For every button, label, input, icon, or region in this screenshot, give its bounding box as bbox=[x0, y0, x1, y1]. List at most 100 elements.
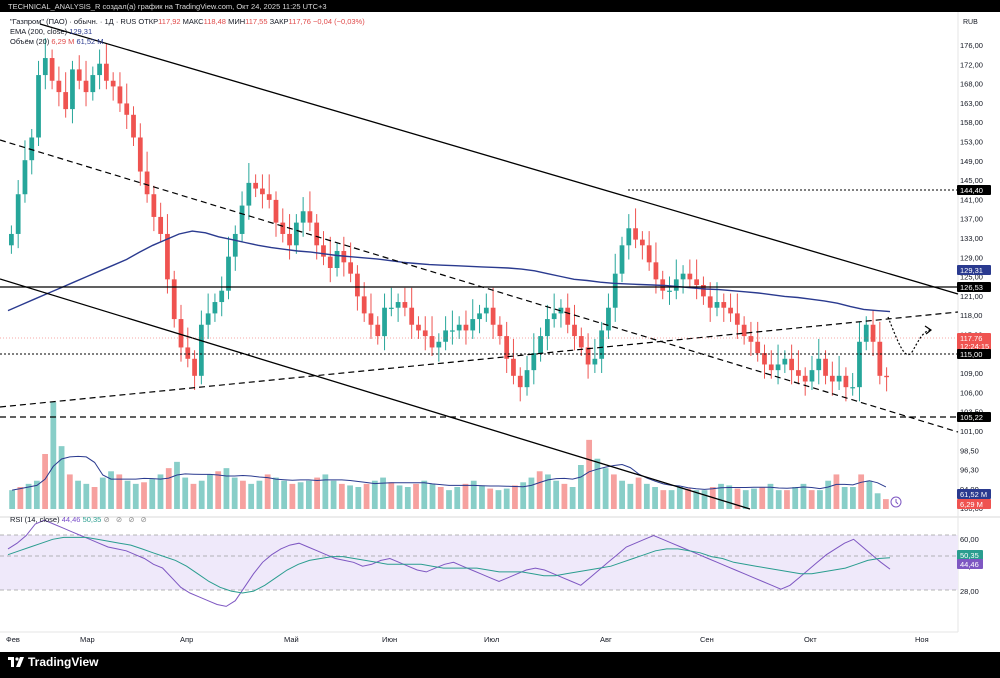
volume-bar bbox=[446, 490, 452, 509]
volume-bar bbox=[404, 487, 411, 509]
legend-row-symbol[interactable]: "Газпром" (ПАО) · обычн. · 1Д · RUS ОТКР… bbox=[10, 17, 365, 26]
legend-row-rsi[interactable]: RSI (14, close) 44,46 50,35 ⊘ ⊘ ⊘ ⊘ bbox=[10, 515, 149, 524]
time-axis-label: Авг bbox=[600, 635, 612, 644]
volume-bar bbox=[223, 468, 230, 509]
volume-bar bbox=[503, 488, 510, 509]
volume-bar bbox=[495, 490, 502, 509]
volume-bar bbox=[371, 480, 378, 509]
volume-bar bbox=[363, 483, 370, 509]
candle-body bbox=[165, 233, 170, 280]
candle-body bbox=[137, 137, 143, 172]
candle-body bbox=[796, 370, 801, 376]
candle-body bbox=[287, 233, 292, 246]
volume-bar bbox=[792, 487, 799, 509]
candle-body bbox=[490, 307, 496, 325]
candle-body bbox=[538, 336, 543, 354]
candle-body bbox=[314, 222, 320, 246]
volume-bar bbox=[734, 488, 741, 509]
forecast-arrow-head bbox=[924, 325, 933, 335]
candle-body bbox=[171, 279, 177, 320]
volume-bar bbox=[273, 477, 279, 509]
legend-low-label: МИН bbox=[228, 17, 246, 26]
candle-body bbox=[192, 358, 197, 376]
rsi-tag-label: 44,46 bbox=[960, 560, 979, 569]
candle-body bbox=[511, 358, 516, 376]
candle-body bbox=[734, 313, 740, 325]
price-tag-box bbox=[957, 185, 991, 195]
volume-bar bbox=[619, 480, 625, 509]
volume-bar bbox=[850, 487, 856, 509]
candle-body bbox=[273, 199, 279, 223]
candle-body bbox=[436, 341, 442, 348]
legend-volume-label: Объём (20) bbox=[10, 37, 50, 46]
candle-body bbox=[802, 375, 808, 382]
time-axis: Фев Мар Апр Май Июн Июл Авг Сен Окт Ноя bbox=[6, 635, 929, 644]
price-tag-box bbox=[957, 265, 991, 275]
candle-body bbox=[144, 171, 150, 195]
candle-body bbox=[321, 245, 326, 257]
candle-body bbox=[884, 375, 889, 378]
rsi-axis-tick: 60,00 bbox=[960, 535, 979, 544]
candle-body bbox=[158, 216, 164, 234]
candle-body bbox=[260, 188, 265, 195]
volume-bar bbox=[437, 487, 444, 509]
candle-body bbox=[178, 319, 184, 348]
volume-bar bbox=[487, 488, 494, 509]
time-axis-label: Май bbox=[284, 635, 299, 644]
visibility-icons[interactable]: ⊘ ⊘ ⊘ ⊘ bbox=[103, 515, 149, 524]
forecast-arrow-path bbox=[887, 316, 931, 355]
tradingview-brand[interactable]: TradingView bbox=[8, 655, 98, 669]
rsi-ma-line bbox=[7, 536, 891, 594]
volume-bar bbox=[149, 479, 156, 509]
volume-bar bbox=[808, 490, 815, 509]
volume-bar bbox=[512, 485, 518, 509]
candle-body bbox=[816, 358, 822, 371]
chart-area[interactable]: 176,00 172,00 168,00 163,00 158,00 153,00 149,… bbox=[0, 12, 1000, 652]
candle-body bbox=[253, 182, 259, 189]
candle-body bbox=[721, 302, 727, 308]
price-axis-tick: 163,00 bbox=[960, 99, 983, 108]
volume-bar bbox=[454, 487, 461, 509]
volume-bar bbox=[297, 482, 304, 509]
candle-body bbox=[9, 233, 14, 246]
price-axis-tick: 149,00 bbox=[960, 157, 983, 166]
chart-attribution: TECHNICAL_ANALYSIS_R создал(а) график на… bbox=[8, 2, 327, 11]
volume-bar bbox=[132, 483, 139, 509]
candle-body bbox=[775, 364, 781, 371]
volume-bar bbox=[586, 439, 593, 509]
candle-body bbox=[524, 370, 530, 388]
price-axis-tick: 172,00 bbox=[960, 60, 983, 69]
volume-bar bbox=[421, 480, 428, 509]
legend-row-volume[interactable]: Объём (20) 6,29 M 61,52 M bbox=[10, 37, 104, 46]
descending-midline bbox=[0, 139, 959, 433]
volume-bar bbox=[157, 474, 164, 509]
price-tag-box bbox=[957, 349, 991, 359]
volume-bars bbox=[9, 402, 889, 509]
candle-body bbox=[741, 324, 747, 337]
candle-body bbox=[212, 302, 218, 314]
price-axis-tick: 153,00 bbox=[960, 138, 983, 147]
legend-row-ema[interactable]: EMA (200, close) 129,31 bbox=[10, 27, 92, 36]
candle-body bbox=[646, 245, 652, 263]
candle-body bbox=[90, 75, 96, 93]
legend-volume-value1: 6,29 M bbox=[51, 37, 75, 46]
candle-body bbox=[205, 313, 211, 325]
rsi-tag-label: 50,35 bbox=[960, 551, 979, 560]
price-axis-tick: 133,00 bbox=[960, 234, 983, 243]
candle-body bbox=[470, 319, 476, 331]
candle-body bbox=[572, 324, 577, 337]
price-tag-label: 117,76 bbox=[960, 334, 982, 343]
candle-body bbox=[558, 307, 564, 314]
candle-body bbox=[701, 285, 706, 297]
candle-body bbox=[42, 58, 48, 76]
volume-bar bbox=[83, 483, 90, 509]
volume-bar bbox=[718, 483, 724, 509]
time-axis-label: Мар bbox=[80, 635, 95, 644]
volume-bar bbox=[248, 483, 255, 509]
volume-bar bbox=[207, 474, 213, 509]
volume-bar bbox=[833, 474, 840, 509]
rsi-tag-box bbox=[957, 550, 983, 560]
price-chart[interactable]: 176,00 172,00 168,00 163,00 158,00 153,00 149,… bbox=[0, 12, 1000, 652]
price-axis-tick: 129,00 bbox=[960, 253, 983, 262]
candle-body bbox=[29, 137, 35, 161]
